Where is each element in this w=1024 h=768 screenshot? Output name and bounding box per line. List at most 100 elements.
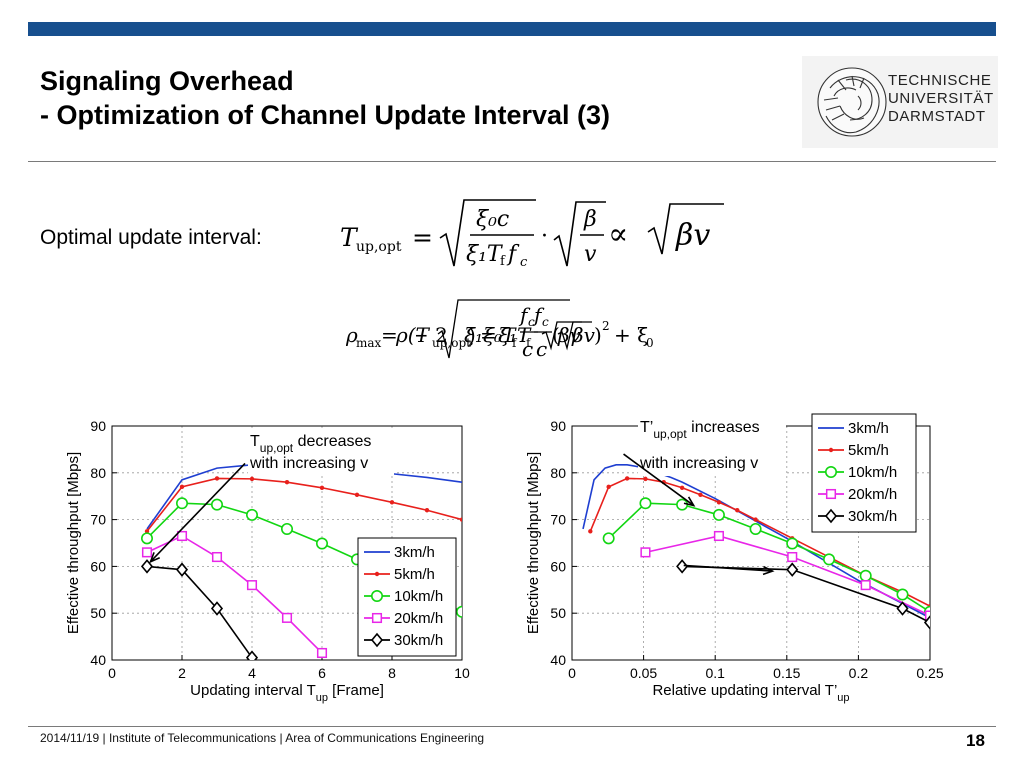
data-point-20km/h: [316, 647, 328, 659]
data-point-30km/h: [140, 559, 154, 574]
y-tick-label: 50: [90, 605, 106, 621]
x-tick-label: 0.15: [773, 665, 800, 681]
data-point-10km/h: [316, 537, 329, 550]
data-point-10km/h: [176, 497, 189, 510]
top-accent-bar: [28, 22, 996, 36]
annotation-box: [638, 414, 786, 476]
university-logo-text: TECHNISCHE UNIVERSITÄT DARMSTADT: [888, 72, 994, 126]
data-point-5km/h: [459, 517, 462, 522]
footer-text: 2014/11/19 | Institute of Telecommunicat…: [40, 731, 485, 745]
data-point-5km/h: [624, 476, 630, 481]
formula2-rho-sub: max: [356, 336, 382, 350]
formula-den1-tail-sub: c: [520, 255, 528, 270]
series-line-5km/h: [146, 477, 462, 532]
data-point-5km/h: [284, 479, 290, 485]
data-point-5km/h: [735, 508, 740, 513]
y-tick-label: 90: [550, 418, 566, 434]
trend-arrow: [623, 453, 695, 507]
legend-label-10km/h: 10km/h: [848, 464, 897, 481]
x-tick-label: 0.25: [916, 665, 943, 681]
x-tick-label: 0.05: [630, 665, 657, 681]
data-point-10km/h: [823, 553, 836, 566]
data-point-10km/h: [281, 522, 294, 535]
trend-arrow: [683, 564, 773, 572]
data-point-10km/h: [859, 569, 872, 582]
formula2-rho: ρ: [346, 323, 358, 347]
chart-throughput-vs-relative-interval: 0 0.05 0.1 0.15 0.2 0.25 40 50 60 70 80 90 Relative …: [525, 413, 944, 704]
series-line-10km/h: [608, 502, 930, 613]
slide-title: Signaling Overhead - Optimization of Cha…: [40, 64, 610, 132]
y-tick-label: 60: [90, 558, 106, 574]
x-axis-title: Updating interval Tup [Frame]: [190, 682, 384, 704]
formula-num1: ξ₀c: [476, 207, 509, 232]
formula2-eq2: =: [480, 323, 497, 347]
y-axis-title: Effective throughput [Mbps]: [525, 452, 542, 634]
data-point-20km/h: [640, 547, 651, 558]
university-logo-graphic: [802, 56, 998, 148]
formula2-paren-close: ): [594, 323, 602, 347]
data-point-10km/h: [639, 497, 652, 510]
x-axis-title: Relative updating interval T’up: [652, 682, 849, 704]
formula2-xi1t: ξ₁T: [498, 323, 532, 347]
data-point-20km/h: [211, 551, 223, 563]
data-point-5km/h: [698, 492, 703, 497]
data-point-30km/h: [676, 559, 689, 574]
data-point-5km/h: [716, 500, 722, 505]
data-point-10km/h: [896, 588, 909, 601]
series-line-20km/h: [146, 535, 323, 654]
y-tick-label: 60: [550, 558, 566, 574]
data-point-10km/h: [456, 605, 462, 618]
data-point-20km/h: [787, 551, 798, 563]
trend-arrow-head: [149, 552, 161, 564]
y-tick-label: 70: [90, 512, 106, 528]
data-point-5km/h: [424, 508, 430, 513]
formula-rho-max-rest: + ξ 0: [614, 323, 654, 350]
slide-title-line1: Signaling Overhead: [40, 66, 294, 96]
formula2-eq1: =: [381, 323, 398, 347]
formula2-rho-of-close: ): [468, 323, 476, 347]
data-point-10km/h: [786, 537, 799, 550]
y-tick-label: 40: [90, 652, 106, 668]
series-line-30km/h: [146, 565, 253, 659]
data-point-5km/h: [214, 476, 220, 481]
plot-frame: [111, 425, 463, 661]
legend-label-3km/h: 3km/h: [848, 420, 889, 437]
x-tick-label: 0: [108, 665, 116, 681]
legend-marker-5km/h: [374, 571, 380, 577]
y-tick-label: 80: [90, 465, 106, 481]
legend-label-30km/h: 30km/h: [394, 632, 443, 649]
formula-dot: ·: [541, 224, 548, 249]
formula2-xixit-sub: f: [512, 336, 518, 350]
legend-label-20km/h: 20km/h: [394, 610, 443, 627]
formula2-square: 2: [602, 319, 610, 333]
data-point-5km/h: [144, 529, 150, 534]
legend-label-10km/h: 10km/h: [394, 588, 443, 605]
data-point-5km/h: [753, 517, 758, 522]
x-tick-label: 6: [318, 665, 326, 681]
formula-den1-sub: f: [500, 254, 506, 269]
annotation-line1: Tup,opt decreases: [250, 433, 371, 455]
y-tick-label: 50: [550, 605, 566, 621]
formula-t-up-opt: T up,opt = ξ₀c ξ₁T f f c · β v ∝ βv: [340, 199, 724, 270]
data-point-5km/h: [249, 476, 255, 482]
university-logo: [802, 56, 998, 148]
data-point-10km/h: [246, 508, 259, 521]
data-point-10km/h: [141, 532, 154, 545]
data-point-10km/h: [712, 508, 725, 521]
data-point-5km/h: [643, 476, 648, 482]
formula-rho-max-middle: − 2 ξ₁ξ₀T f f c c βv: [416, 299, 582, 361]
x-tick-label: 10: [454, 665, 470, 681]
formula2-paren-open: (: [552, 323, 560, 347]
legend-marker-10km/h: [824, 465, 837, 478]
formula2-bv2: βv: [557, 323, 582, 347]
legend-label-3km/h: 3km/h: [394, 544, 435, 561]
annotation-box: [248, 428, 394, 476]
formula-proportional: ∝: [608, 217, 628, 252]
data-point-20km/h: [924, 610, 930, 621]
x-tick-label: 0.2: [849, 665, 869, 681]
formula-rhs: βv: [675, 218, 710, 253]
formula-den2: v: [584, 242, 597, 267]
trend-arrow: [149, 462, 246, 563]
formula2-plus-sub: 0: [646, 336, 654, 350]
annotation-line1: T’up,opt increases: [640, 419, 760, 441]
